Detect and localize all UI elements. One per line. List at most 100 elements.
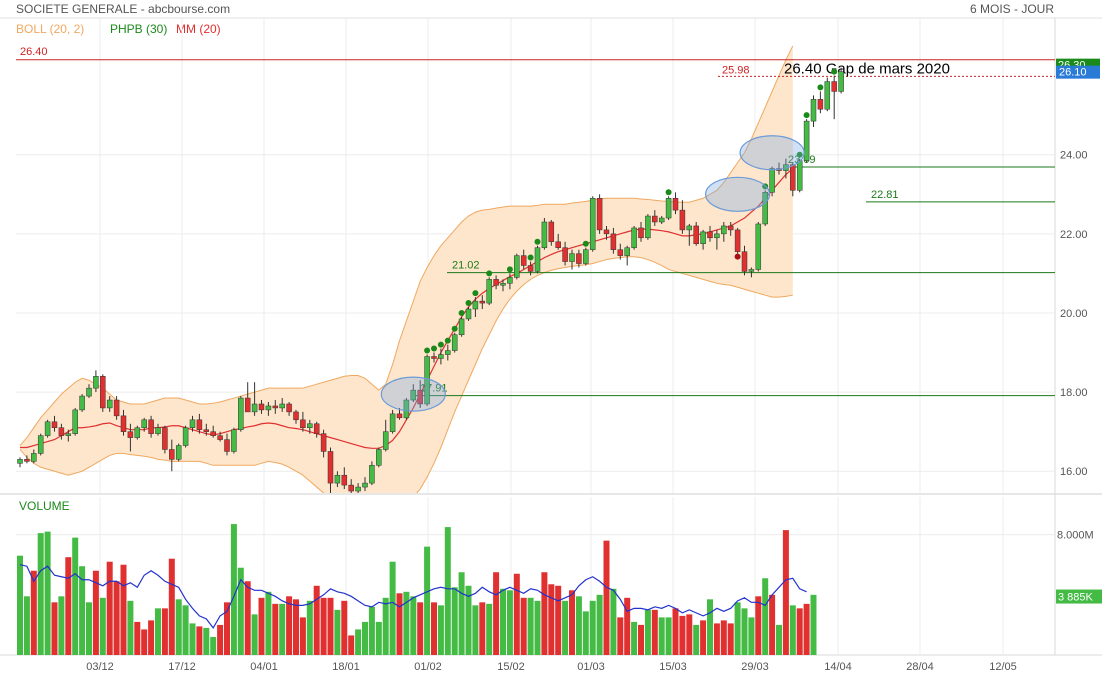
highlight-ellipse bbox=[739, 135, 805, 171]
candle bbox=[610, 227, 617, 254]
volume-bar bbox=[251, 614, 258, 655]
candle bbox=[665, 196, 672, 221]
volume-bar bbox=[500, 588, 506, 655]
candle-body bbox=[313, 423, 320, 434]
candle bbox=[113, 396, 120, 420]
volume-bar bbox=[86, 602, 92, 655]
candle-body bbox=[141, 419, 147, 428]
candle-body bbox=[500, 283, 506, 286]
candle-body bbox=[686, 225, 693, 231]
candle-body bbox=[348, 484, 354, 492]
candle bbox=[196, 413, 203, 434]
volume-bar bbox=[734, 602, 741, 655]
candle-body bbox=[286, 403, 292, 413]
candle-body bbox=[707, 231, 713, 239]
candle bbox=[458, 316, 465, 337]
candle bbox=[645, 214, 651, 240]
x-tick-label: 03/12 bbox=[86, 661, 114, 673]
phpb-high-dot bbox=[431, 345, 437, 352]
phpb-high-dot bbox=[472, 290, 479, 297]
volume-bar bbox=[127, 600, 134, 655]
candle bbox=[376, 447, 382, 468]
candle-body bbox=[755, 223, 762, 270]
candle-body bbox=[424, 356, 430, 405]
candle-body bbox=[810, 99, 817, 122]
volume-bar bbox=[465, 585, 472, 655]
candle bbox=[217, 431, 223, 442]
candle bbox=[451, 332, 458, 353]
candle-body bbox=[527, 265, 534, 272]
candle bbox=[507, 273, 513, 290]
candle bbox=[65, 429, 72, 442]
candle-body bbox=[44, 421, 51, 436]
volume-bar bbox=[569, 590, 575, 655]
candle bbox=[693, 221, 699, 246]
last-price-label: 26.10 bbox=[1059, 67, 1087, 79]
volume-bar bbox=[334, 609, 341, 655]
volume-bar bbox=[755, 596, 762, 655]
phpb-high-dot bbox=[534, 238, 541, 245]
volume-bar bbox=[651, 609, 658, 655]
candle bbox=[251, 382, 258, 416]
candle-body bbox=[638, 227, 644, 239]
volume-bar bbox=[306, 600, 313, 655]
candle bbox=[576, 249, 582, 268]
candle bbox=[327, 447, 334, 493]
volume-bar bbox=[548, 584, 555, 655]
candle bbox=[86, 384, 92, 399]
candle bbox=[445, 344, 451, 361]
x-tick-label: 15/02 bbox=[497, 661, 525, 673]
candle bbox=[583, 247, 589, 266]
candle-body bbox=[645, 215, 651, 239]
phpb-high-dot bbox=[665, 189, 672, 196]
volume-bar bbox=[65, 557, 72, 655]
candle bbox=[155, 423, 161, 436]
candle bbox=[700, 229, 706, 250]
annotation-text: 26.40 Gap de mars 2020 bbox=[784, 60, 950, 77]
volume-bar bbox=[17, 555, 23, 655]
candle-body bbox=[693, 225, 699, 245]
candle bbox=[320, 429, 327, 458]
volume-bar bbox=[375, 621, 382, 655]
phpb-high-dot bbox=[831, 68, 838, 75]
candle-body bbox=[790, 164, 796, 191]
volume-bar bbox=[769, 594, 776, 655]
candle-body bbox=[100, 376, 106, 409]
volume-bar bbox=[51, 602, 58, 655]
candle bbox=[617, 243, 624, 260]
x-tick-label: 01/03 bbox=[577, 661, 605, 673]
candle bbox=[493, 275, 499, 290]
volume-bar bbox=[120, 564, 127, 655]
candle-body bbox=[679, 209, 686, 231]
candle-body bbox=[748, 269, 755, 272]
phpb-high-dot bbox=[465, 300, 472, 307]
volume-bar bbox=[230, 524, 237, 655]
candle bbox=[300, 411, 306, 432]
candle bbox=[369, 461, 375, 486]
candle-body bbox=[610, 233, 617, 250]
volume-bar bbox=[589, 600, 596, 655]
candle bbox=[431, 352, 437, 363]
candle bbox=[417, 380, 423, 408]
candle bbox=[631, 225, 637, 250]
candle-body bbox=[493, 279, 499, 286]
candle bbox=[679, 200, 686, 234]
candle-body bbox=[327, 451, 334, 484]
period-label: 6 MOIS - JOUR bbox=[969, 2, 1054, 16]
candle bbox=[438, 348, 444, 365]
volume-bar bbox=[224, 602, 230, 655]
volume-bar bbox=[762, 578, 769, 655]
legend-phpb: PHPB (30) bbox=[110, 22, 168, 36]
candle-body bbox=[134, 427, 141, 438]
candle-body bbox=[148, 419, 154, 434]
candle bbox=[224, 433, 230, 456]
x-tick-label: 01/02 bbox=[414, 661, 442, 673]
candle-body bbox=[58, 427, 65, 436]
candle-body bbox=[583, 249, 589, 264]
candle bbox=[238, 396, 244, 432]
x-tick-label: 28/04 bbox=[906, 661, 934, 673]
candle-body bbox=[741, 251, 748, 272]
volume-bar bbox=[693, 624, 700, 655]
phpb-high-dot bbox=[444, 337, 451, 344]
